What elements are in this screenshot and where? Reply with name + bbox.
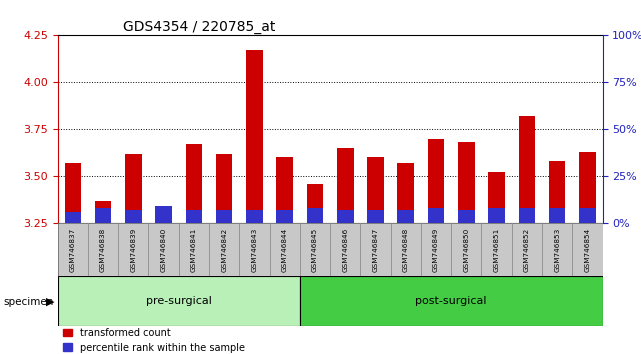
Text: GDS4354 / 220785_at: GDS4354 / 220785_at <box>123 21 276 34</box>
Text: GSM746846: GSM746846 <box>342 228 348 272</box>
Text: GSM746842: GSM746842 <box>221 228 227 272</box>
Bar <box>306 184 323 223</box>
Text: GSM746847: GSM746847 <box>372 228 379 272</box>
Bar <box>276 157 293 223</box>
Text: pre-surgical: pre-surgical <box>146 296 212 306</box>
Bar <box>300 276 603 326</box>
Bar <box>572 223 603 276</box>
Bar <box>155 219 172 223</box>
Text: GSM746849: GSM746849 <box>433 228 439 272</box>
Bar <box>88 223 118 276</box>
Bar <box>549 208 565 223</box>
Text: post-surgical: post-surgical <box>415 296 487 306</box>
Bar <box>542 223 572 276</box>
Text: GSM746838: GSM746838 <box>100 228 106 272</box>
Bar <box>125 210 142 223</box>
Bar <box>58 276 300 326</box>
Text: ▶: ▶ <box>46 297 54 307</box>
Legend: transformed count, percentile rank within the sample: transformed count, percentile rank withi… <box>63 328 245 353</box>
Text: GSM746850: GSM746850 <box>463 228 469 272</box>
Text: GSM746845: GSM746845 <box>312 228 318 272</box>
Bar <box>306 208 323 223</box>
Text: GSM746853: GSM746853 <box>554 228 560 272</box>
Bar <box>512 223 542 276</box>
Bar <box>186 144 202 223</box>
Bar <box>367 210 384 223</box>
Bar <box>390 223 421 276</box>
Text: GSM746837: GSM746837 <box>70 228 76 272</box>
Bar <box>216 154 233 223</box>
Text: GSM746848: GSM746848 <box>403 228 409 272</box>
Text: GSM746851: GSM746851 <box>494 228 499 272</box>
Bar <box>421 223 451 276</box>
Bar <box>149 223 179 276</box>
Bar <box>458 210 474 223</box>
Bar <box>519 116 535 223</box>
Text: GSM746839: GSM746839 <box>130 228 137 272</box>
Bar <box>549 161 565 223</box>
Bar <box>330 223 360 276</box>
Bar <box>337 210 354 223</box>
Bar <box>397 163 414 223</box>
Text: GSM746852: GSM746852 <box>524 228 530 272</box>
Bar <box>481 223 512 276</box>
Bar <box>58 223 88 276</box>
Bar <box>125 154 142 223</box>
Bar <box>270 223 300 276</box>
Bar <box>179 223 209 276</box>
Bar <box>367 157 384 223</box>
Bar <box>428 138 444 223</box>
Bar <box>337 148 354 223</box>
Bar <box>239 223 270 276</box>
Text: GSM746843: GSM746843 <box>251 228 258 272</box>
Bar <box>451 223 481 276</box>
Bar <box>488 172 505 223</box>
Bar <box>246 50 263 223</box>
Bar <box>458 142 474 223</box>
Bar <box>118 223 149 276</box>
Text: GSM746840: GSM746840 <box>161 228 167 272</box>
Bar <box>95 200 112 223</box>
Bar <box>209 223 239 276</box>
Text: GSM746844: GSM746844 <box>281 228 288 272</box>
Text: GSM746841: GSM746841 <box>191 228 197 272</box>
Bar <box>519 208 535 223</box>
Bar <box>216 210 233 223</box>
Text: specimen: specimen <box>3 297 54 307</box>
Bar <box>65 163 81 223</box>
Bar <box>488 208 505 223</box>
Bar <box>155 206 172 223</box>
Bar <box>579 208 595 223</box>
Bar <box>276 210 293 223</box>
Bar <box>397 210 414 223</box>
Text: GSM746854: GSM746854 <box>585 228 590 272</box>
Bar <box>246 210 263 223</box>
Bar <box>360 223 390 276</box>
Bar <box>65 212 81 223</box>
Bar <box>300 223 330 276</box>
Bar <box>428 208 444 223</box>
Bar <box>95 208 112 223</box>
Bar <box>186 210 202 223</box>
Bar <box>579 152 595 223</box>
